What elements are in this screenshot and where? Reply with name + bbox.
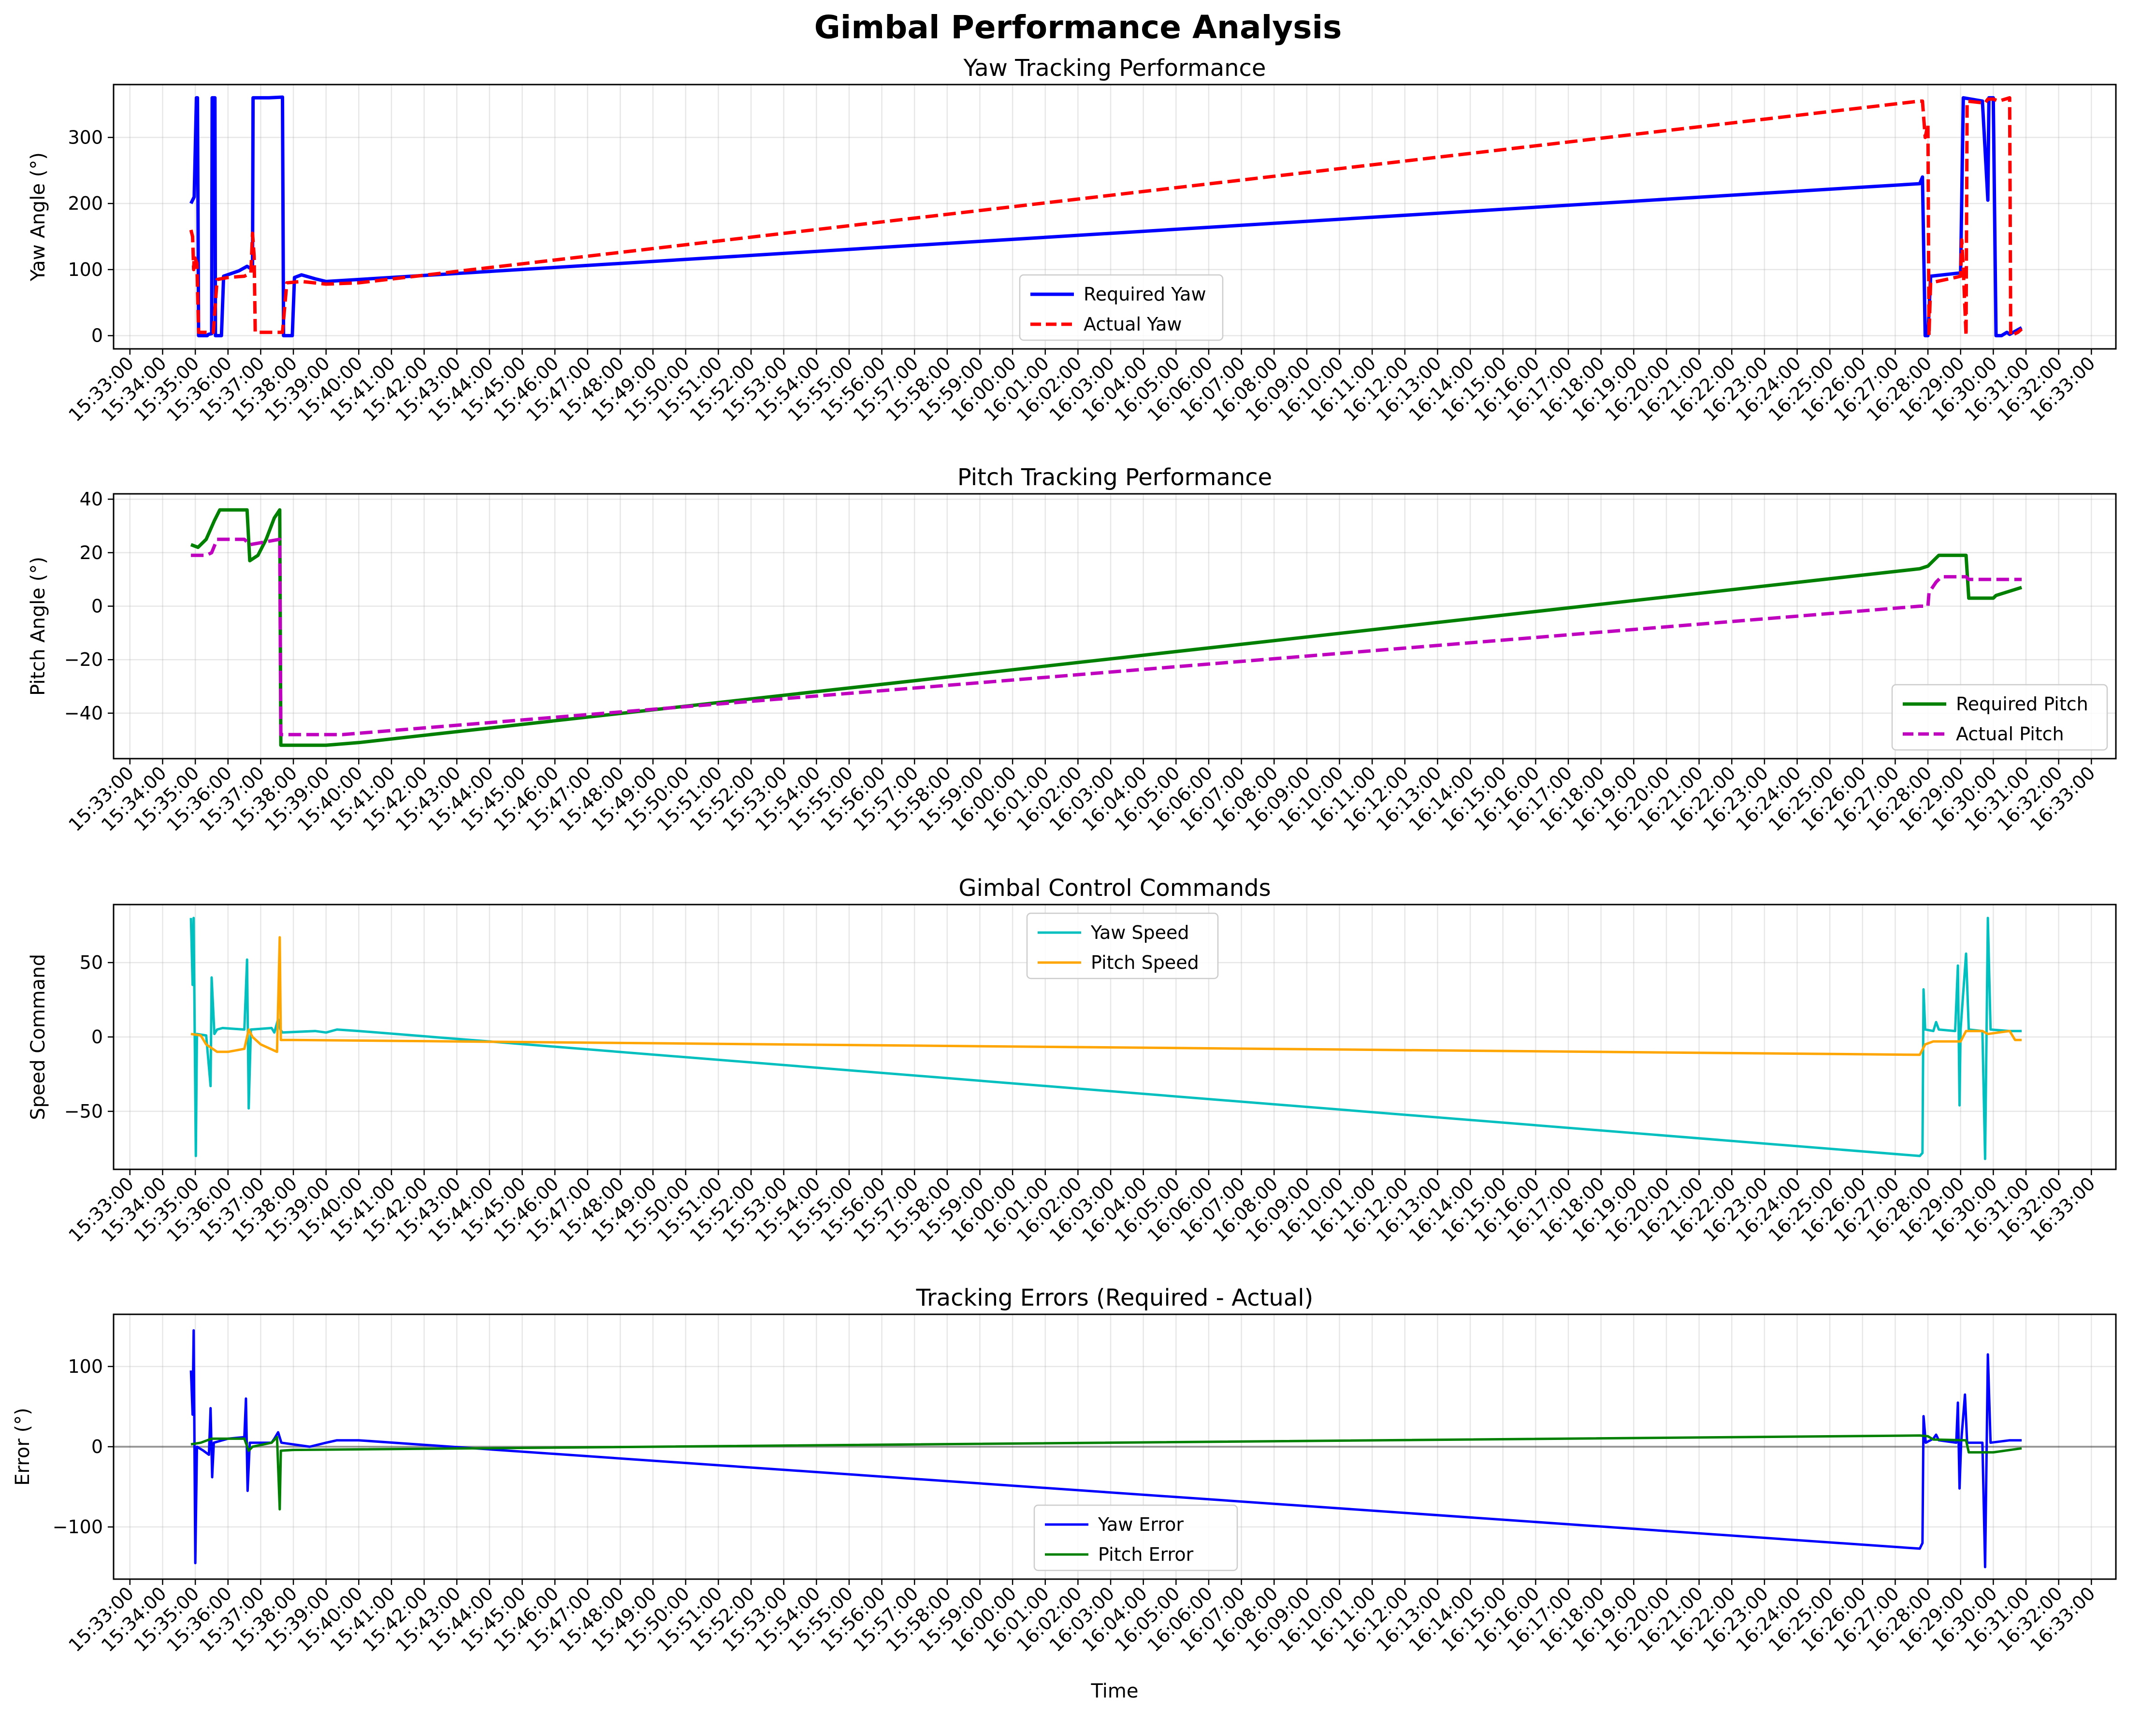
y-tick-label: −100 <box>53 1516 103 1538</box>
y-tick-label: −50 <box>64 1101 103 1122</box>
panel-title: Tracking Errors (Required - Actual) <box>916 1284 1314 1311</box>
y-axis-label: Yaw Angle (°) <box>27 152 49 282</box>
y-tick-label: 100 <box>68 1356 103 1377</box>
panel-title: Yaw Tracking Performance <box>963 55 1266 82</box>
series-line-pitch-error <box>190 1434 2022 1511</box>
plot-frame <box>113 493 2117 760</box>
legend-label: Pitch Error <box>1098 1544 1194 1565</box>
legend: Yaw Error Pitch Error <box>1033 1504 1238 1571</box>
panel-title: Pitch Tracking Performance <box>957 464 1272 491</box>
legend-box <box>1891 684 2108 751</box>
legend: Required Pitch Actual Pitch <box>1891 684 2108 751</box>
legend: Yaw Speed Pitch Speed <box>1026 912 1219 979</box>
series-line-required-yaw <box>189 95 2023 338</box>
series-line-actual-yaw <box>189 96 2023 338</box>
y-tick-label: 0 <box>91 1026 103 1048</box>
series-line-required-pitch <box>190 508 2023 747</box>
y-tick-label: 0 <box>91 1436 103 1457</box>
legend: Required Yaw Actual Yaw <box>1019 274 1224 341</box>
panel-4: 15:33:0015:34:0015:35:0015:36:0015:37:00… <box>12 1284 2117 1702</box>
plot-frame <box>113 84 2117 350</box>
y-axis-label: Pitch Angle (°) <box>27 557 49 696</box>
y-tick-label: 40 <box>80 489 103 510</box>
figure-title: Gimbal Performance Analysis <box>814 9 1342 46</box>
panel-2: 15:33:0015:34:0015:35:0015:36:0015:37:00… <box>27 464 2117 835</box>
series-line-pitch-speed <box>190 936 2022 1056</box>
panel-1: 15:33:0015:34:0015:35:0015:36:0015:37:00… <box>27 55 2117 426</box>
y-tick-label: −20 <box>64 649 103 670</box>
legend-label: Actual Pitch <box>1956 723 2064 745</box>
y-tick-label: 300 <box>68 127 103 148</box>
panel-title: Gimbal Control Commands <box>958 875 1271 902</box>
y-tick-label: 100 <box>68 259 103 280</box>
legend-label: Required Pitch <box>1956 693 2088 715</box>
legend-label: Pitch Speed <box>1091 952 1199 973</box>
y-axis-label: Error (°) <box>12 1408 34 1485</box>
series-line-yaw-error <box>189 1329 2022 1568</box>
plot-frame <box>113 904 2117 1170</box>
series-line-actual-pitch <box>191 537 2022 736</box>
y-tick-label: 0 <box>91 595 103 617</box>
y-tick-label: 20 <box>80 542 103 563</box>
y-tick-label: 200 <box>68 193 103 214</box>
y-tick-label: −40 <box>64 703 103 724</box>
legend-label: Actual Yaw <box>1084 314 1182 335</box>
panel-3: 15:33:0015:34:0015:35:0015:36:0015:37:00… <box>27 875 2117 1246</box>
y-tick-label: 50 <box>80 952 103 973</box>
series-line-yaw-speed <box>189 917 2022 1160</box>
x-axis-label: Time <box>1091 1680 1139 1702</box>
plot-frame <box>113 1313 2117 1580</box>
y-tick-label: 0 <box>91 325 103 346</box>
y-axis-label: Speed Command <box>27 954 49 1120</box>
legend-label: Yaw Error <box>1098 1514 1184 1535</box>
legend-label: Required Yaw <box>1084 284 1206 305</box>
legend-label: Yaw Speed <box>1090 922 1189 943</box>
